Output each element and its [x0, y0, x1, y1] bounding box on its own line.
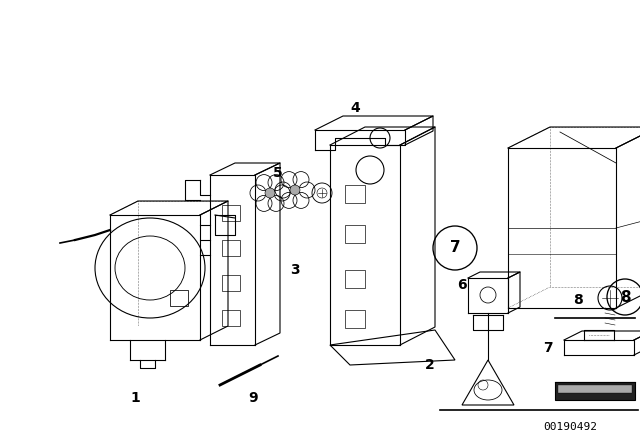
Bar	[222, 240, 240, 256]
Bar	[222, 310, 240, 326]
Text: 8: 8	[620, 289, 630, 305]
Text: 7: 7	[543, 341, 553, 355]
Text: 1: 1	[130, 391, 140, 405]
Bar	[345, 270, 365, 288]
Bar	[222, 205, 240, 221]
Bar	[345, 185, 365, 203]
Bar	[555, 382, 635, 400]
Bar	[558, 385, 632, 393]
Text: 2: 2	[425, 358, 435, 372]
Bar	[170, 290, 188, 306]
Bar	[345, 225, 365, 243]
Bar	[345, 310, 365, 328]
Text: 00190492: 00190492	[543, 422, 597, 432]
Text: 7: 7	[450, 241, 460, 255]
Text: 6: 6	[457, 278, 467, 292]
Text: 8: 8	[573, 293, 583, 307]
Text: 5: 5	[273, 166, 283, 180]
Text: 9: 9	[248, 391, 258, 405]
Bar	[222, 275, 240, 291]
Circle shape	[265, 188, 275, 198]
Circle shape	[290, 185, 300, 195]
Text: 4: 4	[350, 101, 360, 115]
Text: 3: 3	[290, 263, 300, 277]
